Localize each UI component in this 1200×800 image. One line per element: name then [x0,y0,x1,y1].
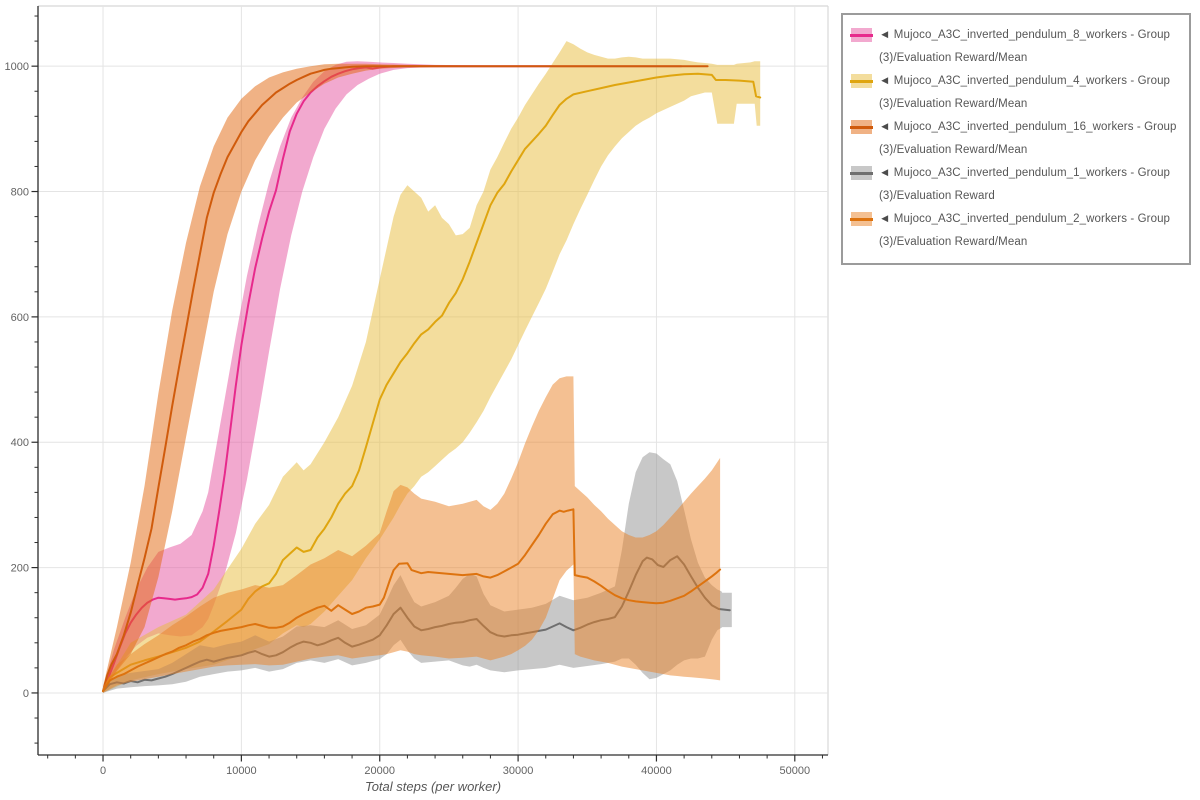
collapse-triangle-icon: ◄ [879,29,894,41]
legend-item-4_workers[interactable]: ◄ Mujoco_A3C_inverted_pendulum_4_workers… [850,70,1181,115]
series-layer [102,41,762,693]
legend-swatch-icon [850,74,873,88]
svg-text:0: 0 [100,765,106,777]
legend-item-1_workers[interactable]: ◄ Mujoco_A3C_inverted_pendulum_1_workers… [850,162,1181,207]
legend-line-icon [850,171,873,175]
svg-text:600: 600 [11,312,29,324]
legend-item-16_workers[interactable]: ◄ Mujoco_A3C_inverted_pendulum_16_worker… [850,116,1181,161]
svg-text:20000: 20000 [364,765,395,777]
16_workers-mean-line [102,65,709,693]
legend-swatch-icon [850,166,873,180]
svg-text:800: 800 [11,187,29,199]
legend-item-8_workers[interactable]: ◄ Mujoco_A3C_inverted_pendulum_8_workers… [850,24,1181,69]
legend-line-icon [850,217,873,221]
legend-line-icon [850,79,873,83]
svg-text:10000: 10000 [226,765,257,777]
legend-line-icon [850,33,873,37]
svg-text:200: 200 [11,563,29,575]
legend-label: ◄ Mujoco_A3C_inverted_pendulum_16_worker… [879,121,1177,156]
svg-text:30000: 30000 [503,765,534,777]
collapse-triangle-icon: ◄ [879,75,894,87]
svg-text:1000: 1000 [5,61,29,73]
legend: ◄ Mujoco_A3C_inverted_pendulum_8_workers… [841,13,1191,265]
legend-label: ◄ Mujoco_A3C_inverted_pendulum_4_workers… [879,75,1171,110]
collapse-triangle-icon: ◄ [879,213,894,225]
legend-label: ◄ Mujoco_A3C_inverted_pendulum_1_workers… [879,167,1171,202]
svg-text:0: 0 [23,688,29,700]
svg-text:50000: 50000 [779,765,810,777]
legend-label: ◄ Mujoco_A3C_inverted_pendulum_8_workers… [879,29,1171,64]
svg-text:40000: 40000 [641,765,672,777]
collapse-triangle-icon: ◄ [879,167,894,179]
legend-line-icon [850,125,873,129]
4_workers-band [103,41,761,693]
svg-text:400: 400 [11,437,29,449]
legend-item-2_workers[interactable]: ◄ Mujoco_A3C_inverted_pendulum_2_workers… [850,208,1181,253]
x-axis-title: Total steps (per worker) [365,779,501,794]
axis-layer: 0 10000 20000 30000 40000 50000 0 200 400 600 800 1… [5,6,828,777]
2_workers-mean-line [102,508,722,693]
legend-swatch-icon [850,28,873,42]
legend-swatch-icon [850,120,873,134]
2_workers-band [103,376,721,693]
collapse-triangle-icon: ◄ [879,121,894,133]
legend-label: ◄ Mujoco_A3C_inverted_pendulum_2_workers… [879,213,1171,248]
legend-swatch-icon [850,212,873,226]
